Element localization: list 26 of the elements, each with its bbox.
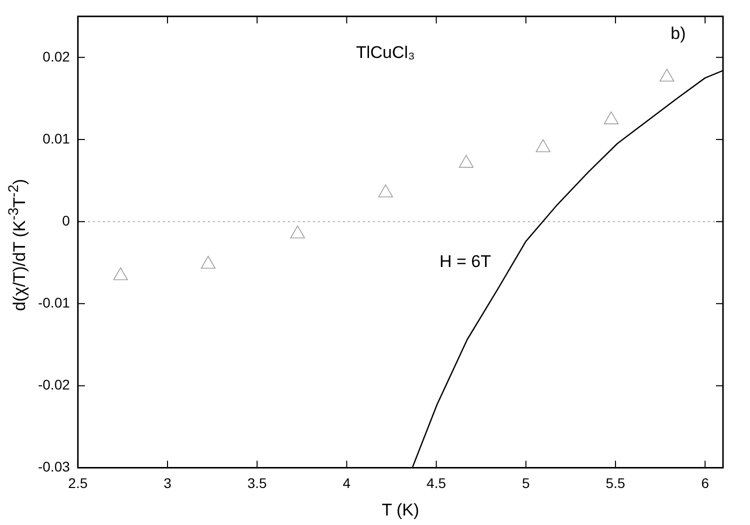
- point: [113, 267, 128, 280]
- point: [536, 139, 550, 152]
- y-tick-label: -0.03: [38, 458, 70, 475]
- x-tick-label: 6: [701, 475, 710, 492]
- y-tick-label: -0.01: [38, 294, 70, 311]
- y-tick-label: -0.02: [38, 376, 70, 393]
- point: [200, 256, 216, 269]
- x-tick-label: 4.5: [426, 475, 446, 492]
- x-tick-label: 3.5: [247, 475, 268, 492]
- x-tick-label: 5.5: [606, 475, 626, 492]
- x-tick-label: 5: [522, 475, 530, 492]
- annotation: b): [670, 24, 686, 44]
- point: [660, 68, 674, 82]
- annotation: H = 6T: [440, 252, 492, 272]
- x-tick-label: 2.5: [68, 475, 88, 492]
- x-axis-title: T (K): [382, 500, 420, 520]
- point: [458, 154, 474, 168]
- y-tick-label: 0.01: [42, 130, 70, 146]
- x-tick-label: 4: [342, 475, 351, 492]
- point: [378, 184, 393, 198]
- x-tick-label: 3: [164, 475, 172, 492]
- y-tick-label: 0: [62, 212, 70, 228]
- annotation: TlCuCl₃: [356, 42, 415, 63]
- point: [290, 225, 305, 238]
- point: [604, 111, 619, 124]
- y-tick-label: 0.02: [42, 48, 70, 64]
